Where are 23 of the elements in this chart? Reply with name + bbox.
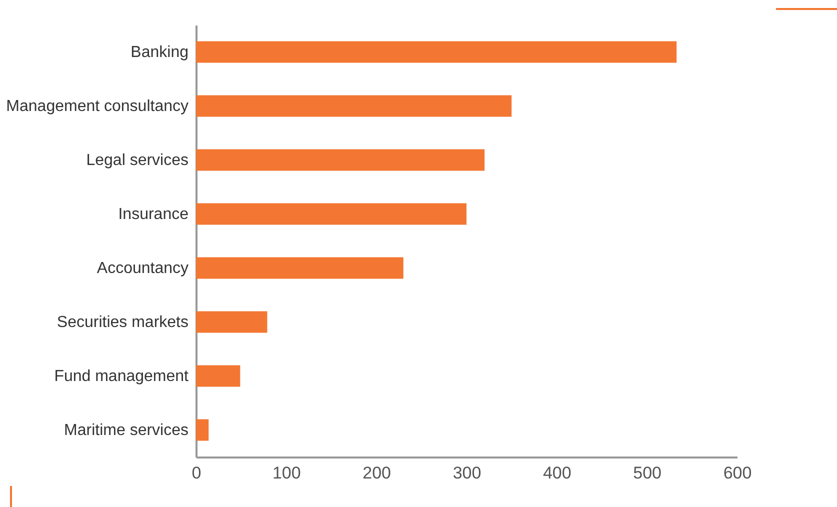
- bar: [196, 149, 485, 171]
- x-tick-label: 400: [542, 464, 572, 482]
- x-tick-label: 200: [362, 464, 392, 482]
- bar: [196, 365, 240, 387]
- bar: [196, 41, 677, 63]
- bar: [196, 203, 466, 225]
- y-tick-label: Insurance: [118, 206, 189, 223]
- x-tick-label: 500: [633, 464, 662, 482]
- bar: [196, 95, 512, 117]
- y-tick-label: Securities markets: [56, 314, 188, 331]
- y-tick-label: Legal services: [86, 152, 188, 169]
- bar: [196, 257, 404, 279]
- y-tick-label: Maritime services: [64, 422, 188, 439]
- x-tick-label: 0: [192, 464, 202, 482]
- y-tick-label: Management consultancy: [6, 98, 188, 115]
- x-tick-label: 600: [723, 464, 752, 482]
- x-tick-label: 300: [452, 464, 482, 482]
- bar: [196, 419, 209, 441]
- x-tick-label: 100: [272, 464, 301, 482]
- y-tick-label: Accountancy: [96, 260, 188, 277]
- bar: [196, 311, 268, 333]
- y-tick-label: Fund management: [54, 368, 190, 385]
- y-tick-label: Banking: [130, 44, 188, 61]
